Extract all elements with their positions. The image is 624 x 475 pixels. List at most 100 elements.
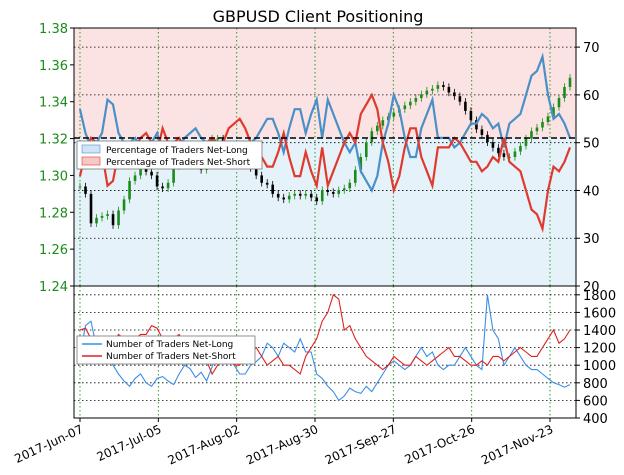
x-axis-tick-label: 2017-Jul-05 xyxy=(95,422,164,464)
price-candle-body xyxy=(260,175,263,183)
count-axis-tick-label: 800 xyxy=(583,377,608,392)
price-candle-body xyxy=(161,186,164,189)
price-candle-body xyxy=(326,190,330,193)
price-candle-body xyxy=(414,98,418,102)
price-candle-body xyxy=(524,138,528,146)
price-candle-body xyxy=(348,182,352,189)
count-axis-ticks: 1800 1600 1400 1200 1000 800 600 400 xyxy=(576,289,616,427)
count-long-legend-label: Number of Traders Net-Long xyxy=(106,340,233,350)
percent-axis-tick-label: 20 xyxy=(583,280,600,295)
x-axis-tick-label: 2017-Aug-02 xyxy=(166,422,242,468)
price-candle-body xyxy=(442,85,445,87)
price-candle-body xyxy=(172,166,175,183)
x-axis-tick-label: 2017-Aug-30 xyxy=(244,422,320,468)
price-candle-body xyxy=(370,131,374,143)
chart-title: GBPUSD Client Positioning xyxy=(213,7,424,26)
price-candle-body xyxy=(409,101,412,106)
count-axis-tick-label: 1400 xyxy=(583,324,616,339)
price-axis-tick-label: 1.32 xyxy=(39,133,68,148)
price-candle-body xyxy=(486,134,489,143)
net-short-legend-label: Percentage of Traders Net-Short xyxy=(106,158,251,168)
percent-axis-tick-label: 30 xyxy=(583,232,600,247)
price-candle-body xyxy=(381,120,385,126)
price-axis-ticks: 1.38 1.36 1.34 1.32 1.30 1.28 1.26 1.24 xyxy=(39,22,74,295)
price-candle-body xyxy=(216,138,219,140)
price-candle-body xyxy=(502,153,506,157)
count-axis-tick-label: 1200 xyxy=(583,342,616,357)
price-candle-body xyxy=(89,193,93,224)
price-candle-body xyxy=(480,129,484,135)
price-candle-body xyxy=(293,193,297,196)
price-candle-body xyxy=(122,199,126,211)
price-candle-body xyxy=(166,182,170,189)
percent-axis-tick-label: 50 xyxy=(583,137,600,152)
price-candle-body xyxy=(491,142,495,148)
price-candle-body xyxy=(133,175,137,181)
percent-axis-tick-label: 40 xyxy=(583,184,600,199)
x-axis-tick-label: 2017-Jun-07 xyxy=(12,422,85,466)
percent-axis-tick-label: 70 xyxy=(583,41,600,56)
price-candle-body xyxy=(282,197,286,200)
price-candle-body xyxy=(331,192,335,194)
price-candle-body xyxy=(128,180,131,200)
price-candle-body xyxy=(84,186,87,194)
price-candle-body xyxy=(254,168,258,176)
price-candle-body xyxy=(447,86,451,93)
price-candle-body xyxy=(392,112,396,117)
price-candle-body xyxy=(111,214,115,226)
count-axis-tick-label: 1000 xyxy=(583,359,616,374)
price-axis-tick-label: 1.28 xyxy=(39,206,68,221)
price-candle-body xyxy=(497,147,500,154)
net-short-percent-line xyxy=(78,92,572,234)
price-candle-body xyxy=(403,105,407,110)
price-candle-body xyxy=(117,210,120,226)
price-candle-body xyxy=(469,110,473,121)
price-candle-body xyxy=(353,169,357,183)
price-candle-body xyxy=(265,182,269,185)
price-candle-body xyxy=(376,125,379,132)
price-candle-body xyxy=(475,120,478,130)
price-candle-body xyxy=(271,184,274,194)
price-candle-body xyxy=(431,88,434,91)
count-axis-tick-label: 1800 xyxy=(583,289,616,304)
lower-panel: 1800 1600 1400 1200 1000 800 600 400 Number of … xyxy=(73,285,616,427)
price-candle-body xyxy=(420,94,423,99)
net-long-legend-label: Percentage of Traders Net-Long xyxy=(106,146,248,156)
price-candle-body xyxy=(546,116,550,122)
count-short-legend-label: Number of Traders Net-Short xyxy=(106,352,236,362)
x-axis-ticks: 2017-Jun-07 2017-Jul-05 2017-Aug-02 2017-Au… xyxy=(12,418,555,468)
price-candle-body xyxy=(364,142,368,157)
lower-legend: Number of Traders Net-Long Number of Tra… xyxy=(76,335,256,365)
x-axis-tick-label: 2017-Oct-26 xyxy=(403,422,477,467)
price-candle-body xyxy=(458,96,462,102)
price-candle-body xyxy=(298,193,302,196)
count-axis-tick-label: 1600 xyxy=(583,306,616,321)
price-candle-body xyxy=(568,77,572,87)
net-long-count-line xyxy=(79,294,571,402)
price-candle-body xyxy=(304,193,308,196)
price-candle-body xyxy=(100,215,104,218)
net-short-legend-swatch xyxy=(81,156,101,166)
price-candle-body xyxy=(530,131,533,139)
count-axis-tick-label: 400 xyxy=(583,412,608,427)
price-candle-body xyxy=(519,145,522,152)
price-candle-body xyxy=(315,197,319,202)
price-candle-body xyxy=(359,157,363,170)
price-candle-body xyxy=(557,98,561,108)
x-axis-tick-label: 2017-Nov-23 xyxy=(479,422,555,467)
net-long-legend-swatch xyxy=(81,144,101,154)
price-candle-body xyxy=(541,121,544,128)
percent-axis-ticks: 70 60 50 40 30 20 xyxy=(576,41,600,295)
price-candle-body xyxy=(95,217,98,224)
price-axis-tick-label: 1.34 xyxy=(39,96,68,111)
price-candle-body xyxy=(309,193,313,198)
price-candle-body xyxy=(535,127,539,132)
price-candle-body xyxy=(337,190,341,194)
percent-axis-tick-label: 60 xyxy=(583,89,600,104)
price-axis-tick-label: 1.26 xyxy=(39,243,68,258)
price-candle-body xyxy=(453,92,456,97)
price-candle-body xyxy=(106,214,109,216)
x-axis-tick-label: 2017-Sep-27 xyxy=(323,422,399,467)
price-candle-body xyxy=(150,171,153,176)
